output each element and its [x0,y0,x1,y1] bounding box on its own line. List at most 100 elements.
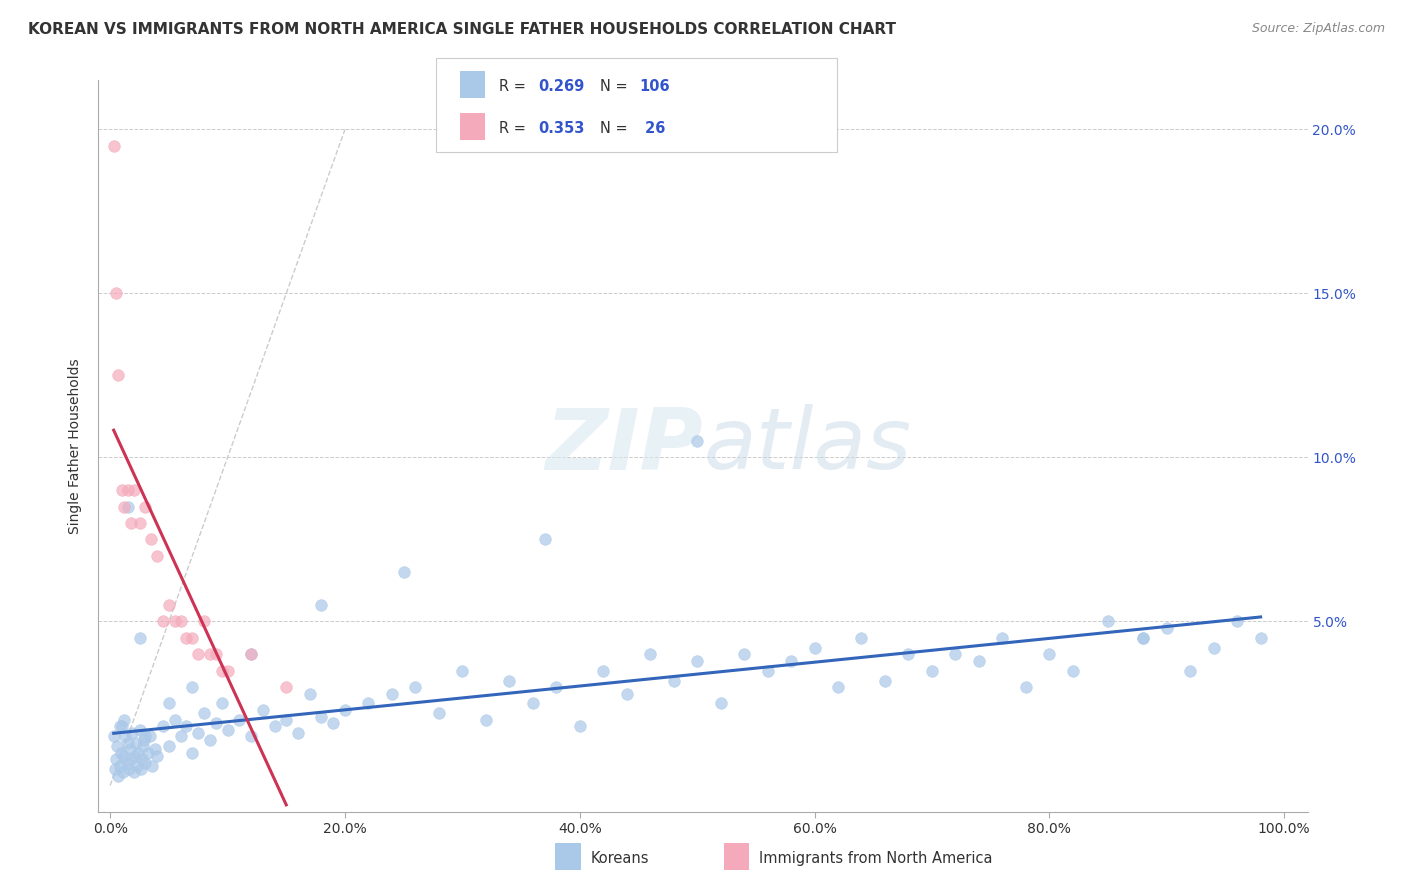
Point [152,615,174,629]
Point [217,664,239,678]
Point [107,769,129,783]
Point [105,286,128,301]
Point [298,687,321,701]
Point [333,703,356,717]
Point [287,726,309,740]
Point [451,664,474,678]
Text: R =: R = [499,78,530,94]
Point [1097,615,1119,629]
Text: Source: ZipAtlas.com: Source: ZipAtlas.com [1251,22,1385,36]
Point [136,746,159,760]
Point [131,752,153,766]
Point [1250,631,1272,645]
Point [163,615,186,629]
Point [118,762,141,776]
Point [546,680,568,694]
Point [103,139,125,153]
Point [112,765,135,780]
Point [128,723,150,737]
Point [187,647,209,661]
Point [103,729,125,743]
Point [217,723,239,737]
Point [1226,615,1249,629]
Point [198,647,221,661]
Point [533,533,555,547]
Text: 106: 106 [640,78,671,94]
Point [322,716,344,731]
Point [146,549,169,563]
Point [143,742,166,756]
Point [522,697,544,711]
Point [1180,664,1202,678]
Point [733,647,755,661]
Point [134,732,156,747]
Point [991,631,1014,645]
Point [204,647,226,661]
Point [141,759,163,773]
Point [967,654,990,668]
Point [392,566,415,580]
Point [120,516,142,530]
Point [897,647,920,661]
Point [169,729,191,743]
Point [146,748,169,763]
Text: 0.269: 0.269 [538,78,585,94]
Point [157,598,180,612]
Point [120,742,142,756]
Point [311,598,333,612]
Text: Immigrants from North America: Immigrants from North America [759,851,993,865]
Point [134,729,156,743]
Point [851,631,873,645]
Point [1015,680,1038,694]
Point [756,664,779,678]
Text: ZIP: ZIP [546,404,703,488]
Point [117,500,139,514]
Point [921,664,943,678]
Point [127,746,149,760]
Point [134,500,156,514]
Point [108,759,131,773]
Point [105,739,128,753]
Point [157,739,180,753]
Point [780,654,803,668]
Point [117,483,139,498]
Point [117,736,139,750]
Point [1132,631,1154,645]
Point [163,713,186,727]
Point [129,762,152,776]
Point [228,713,250,727]
Point [686,434,709,448]
Point [141,533,163,547]
Point [139,729,162,743]
Point [252,703,274,717]
Point [108,719,131,733]
Point [276,713,298,727]
Point [592,664,614,678]
Point [204,716,226,731]
Point [128,516,150,530]
Point [187,726,209,740]
Point [198,732,221,747]
Point [404,680,426,694]
Point [122,765,145,780]
Point [105,752,128,766]
Point [498,673,520,688]
Point [710,697,733,711]
Point [193,706,215,721]
Point [945,647,967,661]
Point [157,697,180,711]
Point [122,483,145,498]
Point [193,615,215,629]
Point [134,756,156,770]
Point [803,640,825,655]
Point [176,719,198,733]
Point [112,713,135,727]
Point [873,673,896,688]
Text: Koreans: Koreans [591,851,650,865]
Point [1156,621,1178,635]
Point [176,631,198,645]
Point [181,680,204,694]
Point [263,719,285,733]
Text: R =: R = [499,121,530,136]
Point [127,759,149,773]
